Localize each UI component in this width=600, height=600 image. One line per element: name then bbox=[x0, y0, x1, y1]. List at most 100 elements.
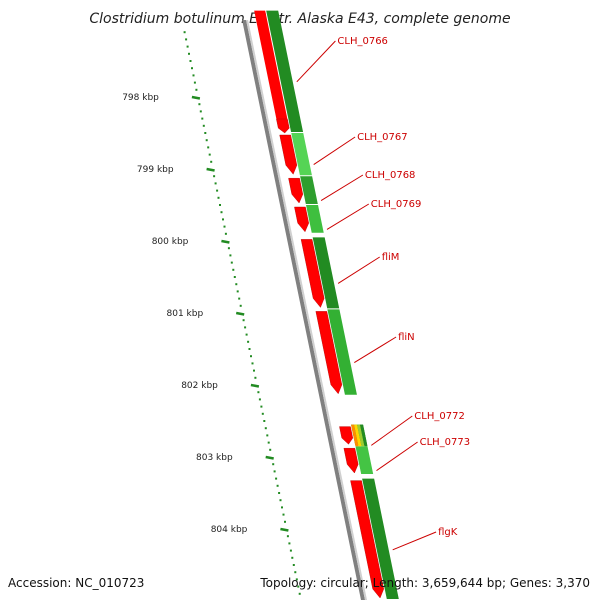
forward-strand-gene bbox=[327, 309, 357, 395]
minor-tick bbox=[275, 477, 278, 480]
minor-tick bbox=[220, 211, 223, 214]
scale-tick-label: 801 kbp bbox=[167, 309, 204, 319]
minor-tick bbox=[191, 67, 193, 70]
minor-tick bbox=[188, 52, 190, 55]
minor-tick bbox=[298, 592, 301, 595]
minor-tick bbox=[273, 470, 276, 473]
minor-tick bbox=[227, 247, 230, 250]
gene-label: flgK bbox=[438, 527, 458, 538]
minor-tick bbox=[238, 297, 241, 300]
gene-leader-line bbox=[371, 415, 413, 446]
minor-tick bbox=[230, 261, 233, 264]
backbone-line bbox=[242, 20, 365, 600]
minor-tick bbox=[214, 182, 217, 185]
major-tick bbox=[265, 455, 274, 460]
reverse-strand-gene bbox=[339, 426, 354, 445]
minor-tick bbox=[294, 571, 297, 574]
minor-tick bbox=[192, 74, 195, 77]
minor-tick bbox=[260, 405, 263, 408]
minor-tick bbox=[295, 578, 298, 581]
gene-label: fliM bbox=[382, 252, 400, 263]
minor-tick bbox=[219, 204, 221, 206]
major-tick bbox=[250, 383, 260, 388]
gene-label: CLH_0773 bbox=[420, 437, 471, 448]
minor-tick bbox=[207, 146, 210, 149]
minor-tick bbox=[216, 189, 219, 192]
minor-tick bbox=[236, 290, 239, 293]
minor-tick bbox=[189, 60, 192, 62]
minor-tick bbox=[266, 434, 269, 437]
gene-leader-line bbox=[320, 174, 364, 202]
reverse-strand-gene bbox=[254, 10, 288, 122]
scale-tick-label: 804 kbp bbox=[211, 525, 248, 535]
minor-tick bbox=[278, 492, 281, 494]
genome-summary-text: Topology: circular; Length: 3,659,644 bp… bbox=[259, 576, 590, 590]
minor-tick bbox=[195, 88, 198, 91]
minor-tick bbox=[248, 348, 251, 350]
forward-strand-gene bbox=[312, 237, 340, 309]
backbone bbox=[242, 20, 367, 600]
reverse-strand-gene bbox=[300, 239, 325, 308]
minor-tick bbox=[261, 412, 264, 415]
major-tick bbox=[235, 311, 245, 316]
minor-tick bbox=[235, 283, 238, 286]
minor-tick bbox=[276, 484, 279, 487]
scale-tick-label: 803 kbp bbox=[196, 453, 233, 463]
scale-tick-label: 798 kbp bbox=[122, 93, 159, 103]
minor-tick bbox=[291, 556, 294, 559]
minor-tick bbox=[297, 585, 300, 588]
gene-label: CLH_0769 bbox=[371, 199, 422, 210]
minor-tick bbox=[224, 232, 227, 235]
forward-strand-gene bbox=[300, 176, 318, 204]
gene-tracks bbox=[254, 10, 399, 599]
gene-leader-line bbox=[337, 256, 380, 284]
gene-leader-line bbox=[354, 336, 397, 364]
minor-tick bbox=[244, 326, 247, 329]
scale-tick-label: 800 kbp bbox=[152, 237, 189, 247]
minor-tick bbox=[202, 124, 205, 127]
minor-tick bbox=[288, 542, 291, 545]
minor-tick bbox=[201, 117, 204, 120]
forward-strand-gene bbox=[355, 446, 374, 474]
gene-labels: CLH_0766 CLH_0767 CLH_0768 CLH_0769 fliM fliN… bbox=[296, 36, 471, 551]
minor-tick bbox=[233, 276, 236, 278]
reverse-strand-gene bbox=[315, 311, 343, 395]
minor-tick bbox=[292, 564, 295, 566]
gene-leader-line bbox=[376, 441, 418, 472]
minor-tick bbox=[186, 45, 189, 48]
gene-leader-line bbox=[296, 40, 336, 83]
minor-tick bbox=[264, 427, 267, 430]
reverse-strand-arrow bbox=[276, 118, 290, 134]
gene-leader-line bbox=[326, 203, 370, 230]
minor-tick bbox=[257, 391, 260, 394]
minor-tick bbox=[250, 355, 252, 358]
map-title: Clostridium botulinum E3 str. Alaska E43… bbox=[89, 11, 510, 27]
feature-band bbox=[357, 424, 365, 447]
scale-tick-label: 802 kbp bbox=[181, 381, 218, 391]
forward-strand-gene bbox=[362, 478, 399, 599]
minor-tick bbox=[269, 448, 272, 451]
minor-tick bbox=[229, 254, 232, 257]
reverse-strand-gene bbox=[279, 134, 298, 175]
minor-tick bbox=[247, 340, 250, 343]
feature-band bbox=[351, 424, 359, 447]
minor-tick bbox=[210, 160, 213, 163]
gene-label: CLH_0767 bbox=[357, 132, 408, 143]
minor-tick bbox=[222, 218, 224, 221]
minor-tick bbox=[217, 196, 220, 199]
minor-tick bbox=[289, 549, 292, 552]
gene-label: CLH_0768 bbox=[365, 170, 416, 181]
reverse-strand-gene bbox=[350, 480, 384, 599]
minor-tick bbox=[253, 369, 255, 372]
minor-tick bbox=[279, 499, 282, 502]
minor-tick bbox=[282, 513, 285, 516]
major-tick bbox=[206, 167, 215, 172]
minor-tick bbox=[242, 319, 245, 322]
minor-tick bbox=[258, 398, 261, 401]
gene-leader-line bbox=[392, 531, 437, 551]
minor-tick bbox=[213, 175, 216, 178]
minor-tick bbox=[263, 420, 266, 422]
scale-tick-label: 799 kbp bbox=[137, 165, 174, 175]
minor-tick bbox=[284, 520, 286, 523]
